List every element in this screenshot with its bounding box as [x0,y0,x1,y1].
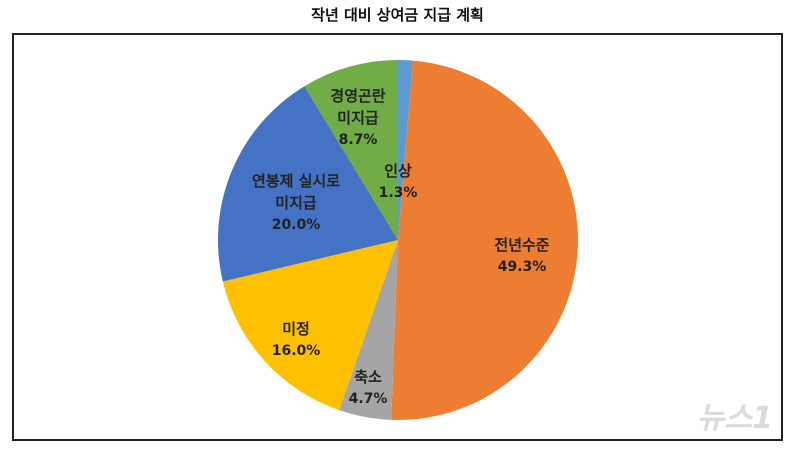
value-label: 8.7% [338,132,378,148]
slice-label: 인상 1.3% [379,160,418,204]
pie-slice [339,240,398,420]
chart-title: 작년 대비 상여금 지급 계획 [311,6,484,24]
slice-label: 경영곤란 미지급 8.7% [330,85,385,151]
value-label: 4.7% [348,391,388,407]
slice-label: 연봉제 실시로 미지급 20.0% [252,170,340,236]
pie-slice [218,86,398,282]
pie-slice [222,240,398,411]
watermark: 뉴스1 [696,401,773,436]
slice-label: 전년수준 49.3% [494,234,549,278]
category-label: 인상 [384,162,412,180]
category-label: 연봉제 실시로 미지급 [251,172,341,212]
slice-label: 축소 4.7% [349,366,388,410]
chart-frame [12,33,783,441]
category-label: 경영곤란 미지급 [330,87,386,127]
value-label: 1.3% [378,185,418,201]
pie-slice [304,60,398,240]
category-label: 전년수준 [494,236,550,254]
value-label: 20.0% [271,217,321,233]
pie-slice [398,60,413,240]
value-label: 16.0% [271,343,321,359]
value-label: 49.3% [497,259,547,275]
slice-label: 미정 16.0% [272,318,321,362]
category-label: 축소 [354,368,382,386]
pie-slice [391,60,579,421]
category-label: 미정 [282,320,310,338]
